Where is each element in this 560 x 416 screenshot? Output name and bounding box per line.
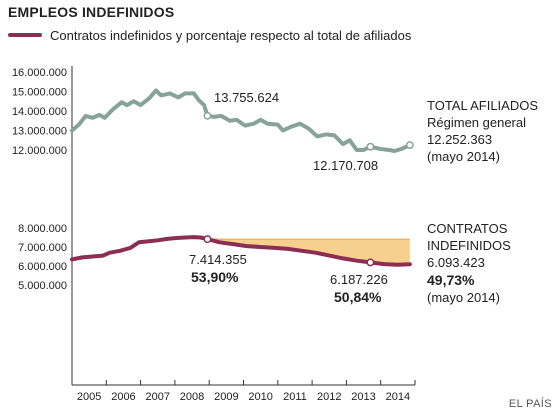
y-tick-label: 7.000.000 (18, 242, 67, 254)
y-tick-label: 14.000.000 (12, 106, 67, 118)
contracts-current-value: 6.093.423 (427, 255, 485, 270)
y-tick-label: 5.000.000 (18, 280, 67, 292)
contracts-current-pct: 49,73% (427, 272, 475, 288)
total-series-subtitle: Régimen general (427, 115, 526, 130)
x-tick-label: 2007 (146, 391, 170, 403)
contracts-series-name-2: INDEFINIDOS (427, 238, 511, 253)
y-tick-label: 15.000.000 (12, 87, 67, 99)
total-point-marker (405, 141, 414, 150)
contracts-series-name-1: CONTRATOS (427, 221, 508, 236)
legend-swatch (8, 33, 42, 37)
contracts-2013-label: 6.187.226 (330, 272, 388, 287)
x-tick-label: 2011 (283, 391, 307, 403)
y-tick-label: 16.000.000 (12, 67, 67, 79)
total-series-name: TOTAL AFILIADOS (427, 98, 538, 113)
contracts-2013-pct: 50,84% (334, 289, 382, 305)
total-peak-label: 13.755.624 (214, 90, 279, 105)
x-tick-label: 2009 (214, 391, 238, 403)
x-tick-label: 2008 (180, 391, 204, 403)
x-tick-label: 2013 (351, 391, 375, 403)
y-tick-label: 12.000.000 (12, 145, 67, 157)
total-2013-label: 12.170.708 (313, 158, 378, 173)
total-point-marker (366, 142, 375, 151)
total-point-marker (203, 111, 212, 120)
source-credit: EL PAÍS (508, 398, 552, 410)
total-current-value: 12.252.363 (427, 132, 492, 147)
total-current-date: (mayo 2014) (427, 149, 500, 164)
x-tick-label: 2006 (111, 391, 135, 403)
legend: Contratos indefinidos y porcentaje respe… (8, 26, 411, 44)
y-tick-label: 6.000.000 (18, 261, 67, 273)
contracts-point-marker (203, 235, 212, 244)
total-series-line (70, 88, 412, 153)
x-tick-label: 2010 (248, 391, 272, 403)
x-tick-label: 2005 (77, 391, 101, 403)
x-tick-label: 2012 (317, 391, 341, 403)
chart-title: EMPLEOS INDEFINIDOS (8, 4, 175, 20)
contracts-peak-pct: 53,90% (191, 269, 239, 285)
legend-label: Contratos indefinidos y porcentaje respe… (50, 27, 412, 43)
contracts-point-marker (366, 258, 375, 267)
y-tick-label: 8.000.000 (18, 223, 67, 235)
x-tick-label: 2014 (386, 391, 410, 403)
y-tick-label: 13.000.000 (12, 126, 67, 138)
contracts-peak-label: 7.414.355 (189, 252, 247, 267)
contracts-current-date: (mayo 2014) (427, 290, 500, 305)
